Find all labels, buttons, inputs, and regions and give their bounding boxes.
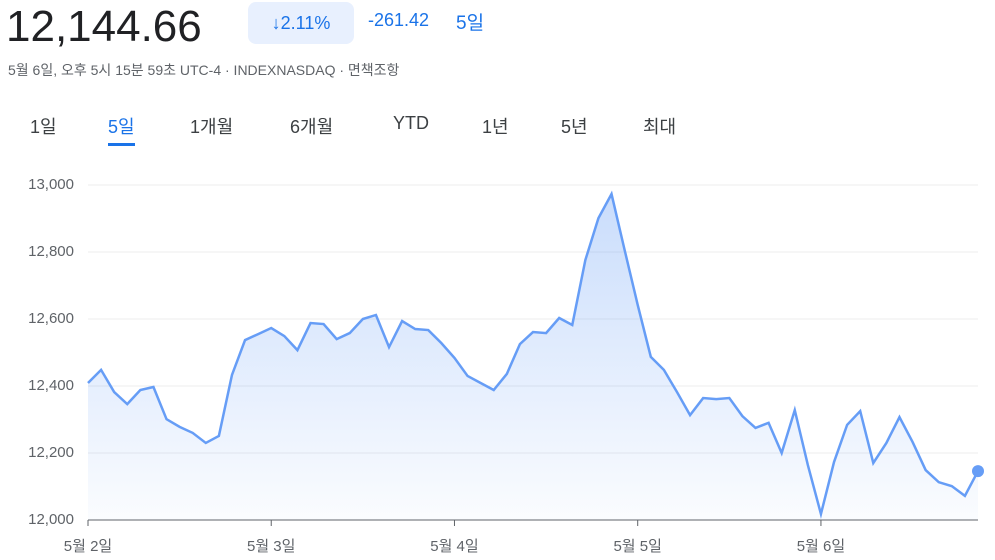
y-tick-label: 12,800 xyxy=(28,243,74,260)
last-point xyxy=(972,465,984,478)
area xyxy=(88,194,978,521)
change-absolute: -261.42 xyxy=(368,10,430,30)
tab[interactable]: 6개월 xyxy=(290,117,334,137)
tab[interactable]: 1년 xyxy=(482,117,509,137)
x-tick-label: 5월 5일 xyxy=(613,538,661,555)
x-tick-label: 5월 3일 xyxy=(247,538,295,555)
tab[interactable]: 5년 xyxy=(561,117,588,137)
price-line xyxy=(87,190,980,519)
y-tick-label: 13,000 xyxy=(28,176,74,193)
price: 12,144.66 xyxy=(6,2,202,51)
tab[interactable]: YTD xyxy=(393,113,429,133)
x-tick-label: 5월 6일 xyxy=(797,538,845,555)
tab[interactable]: 1개월 xyxy=(190,117,234,137)
y-tick-label: 12,200 xyxy=(28,444,74,461)
y-tick-label: 12,400 xyxy=(28,377,74,394)
meta: 5월 6일, 오후 5시 15분 59초 UTC-4 · INDEXNASDAQ… xyxy=(8,62,400,78)
tab[interactable]: 1일 xyxy=(30,117,57,137)
y-tick-label: 12,000 xyxy=(28,511,74,528)
period: 5일 xyxy=(456,13,485,34)
y-tick-label: 12,600 xyxy=(28,310,74,327)
x-tick-label: 5월 2일 xyxy=(64,538,112,555)
change-percent: ↓2.11% xyxy=(248,2,354,44)
tab[interactable]: 5일 xyxy=(108,113,135,146)
x-tick-label: 5월 4일 xyxy=(430,538,478,555)
tab[interactable]: 최대 xyxy=(643,117,677,137)
